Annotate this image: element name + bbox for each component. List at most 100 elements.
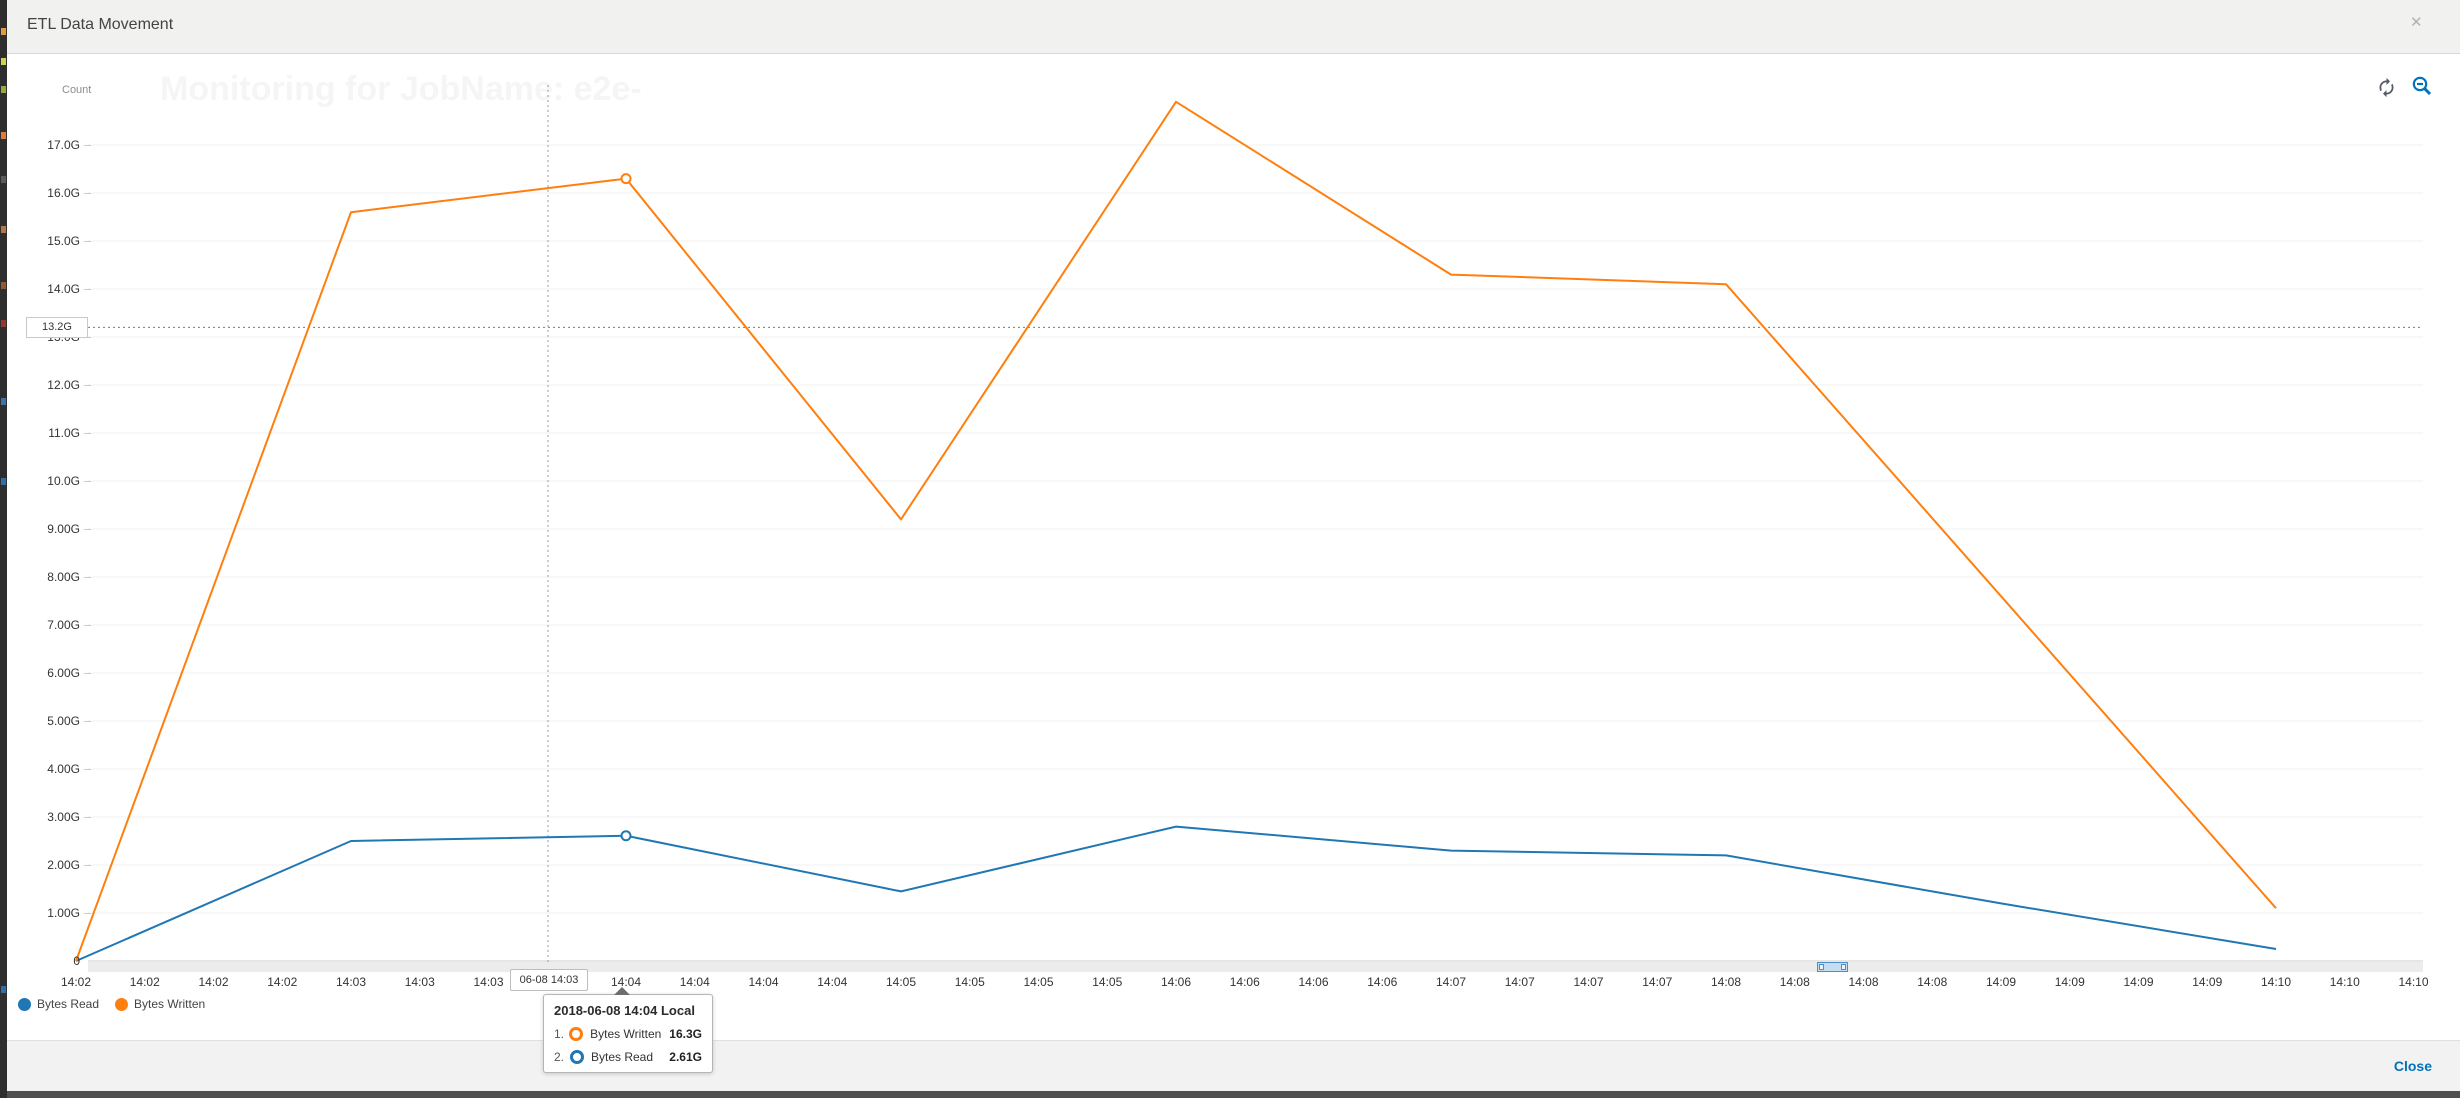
x-axis-label: 14:06	[1160, 975, 1192, 989]
y-axis-tickmark	[84, 145, 91, 146]
scrollbar-right-handle[interactable]	[1841, 964, 1846, 970]
x-axis-label: 14:08	[1779, 975, 1810, 989]
x-axis-scrollbar-track[interactable]	[88, 962, 2423, 972]
y-axis-tickmark	[84, 913, 91, 914]
modal-header: ETL Data Movement ✕	[0, 0, 2460, 54]
tooltip-row-bytes-read: 2. Bytes Read 2.61G	[554, 1050, 702, 1064]
zoom-out-button[interactable]	[2410, 74, 2434, 98]
highlight-marker-bytes-read	[620, 830, 632, 842]
x-axis-label: 14:03	[404, 975, 435, 989]
tooltip-series-ring-icon	[569, 1027, 584, 1041]
background-page-speck	[1, 28, 6, 35]
series-line-bytes-read	[75, 825, 2277, 962]
background-page-speck	[1, 226, 6, 233]
x-axis-label: 14:08	[1917, 975, 1948, 989]
refresh-icon	[2376, 77, 2397, 102]
y-axis-label: 15.0G	[47, 234, 80, 248]
y-axis-tickmark	[84, 193, 91, 194]
y-axis-tickmark	[84, 721, 91, 722]
x-axis-label: 14:06	[1229, 975, 1260, 989]
x-axis-label: 14:10	[2398, 975, 2429, 989]
x-axis-label: 14:05	[885, 975, 917, 989]
close-icon[interactable]: ✕	[2410, 14, 2423, 31]
legend-item-bytes-read[interactable]: Bytes Read	[18, 997, 99, 1011]
x-axis-label: 14:10	[2329, 975, 2360, 989]
chart-legend: Bytes Read Bytes Written	[18, 997, 205, 1011]
series-line-bytes-written	[75, 100, 2277, 962]
legend-label: Bytes Written	[134, 997, 206, 1011]
y-axis-label: 1.00G	[47, 906, 80, 920]
x-axis-label: 14:02	[198, 975, 229, 989]
y-axis-tickmark	[84, 289, 91, 290]
y-axis-label: 10.0G	[47, 474, 80, 488]
zoom-out-icon	[2410, 76, 2434, 102]
annotation-threshold-label: 13.2G	[26, 317, 88, 338]
y-axis-label: 14.0G	[47, 282, 80, 296]
x-axis-label: 14:09	[2123, 975, 2154, 989]
highlight-marker-bytes-written	[620, 173, 632, 185]
tooltip-title: 2018-06-08 14:04 Local	[554, 1003, 695, 1018]
y-axis-label: 17.0G	[47, 138, 80, 152]
background-page-speck	[1, 86, 6, 93]
background-page-speck	[1, 282, 6, 289]
y-axis-tickmark	[84, 385, 91, 386]
background-page-speck	[1, 132, 6, 139]
close-button[interactable]: Close	[2393, 1058, 2432, 1074]
scrollbar-left-handle[interactable]	[1819, 964, 1824, 970]
x-axis-label: 14:02	[129, 975, 160, 989]
y-axis-title: Count	[62, 84, 92, 96]
page-left-edge	[0, 0, 7, 1098]
x-axis-label: 14:09	[2192, 975, 2223, 989]
y-axis-tickmark	[84, 241, 91, 242]
y-axis-label: 0	[73, 954, 80, 968]
y-axis-label: 12.0G	[47, 378, 80, 392]
y-axis-tickmark	[84, 529, 91, 530]
x-axis-label: 14:03	[335, 975, 367, 989]
x-axis-scrollbar-thumb[interactable]	[1817, 962, 1848, 972]
page-bottom-edge	[0, 1091, 2460, 1098]
x-axis-label: 14:06	[1367, 975, 1398, 989]
x-axis-label: 14:08	[1848, 975, 1879, 989]
y-axis-tickmark	[84, 673, 91, 674]
modal-title: ETL Data Movement	[27, 16, 174, 33]
y-axis-label: 16.0G	[47, 186, 80, 200]
modal-footer: Close	[0, 1040, 2460, 1092]
background-watermark-text: Monitoring for JobName: e2e-	[160, 70, 642, 108]
y-axis-label: 8.00G	[47, 570, 80, 584]
y-axis-label: 5.00G	[47, 714, 80, 728]
cursor-time-label: 06-08 14:03	[510, 969, 588, 991]
background-page-speck	[1, 58, 6, 65]
x-axis-label: 14:04	[610, 975, 642, 989]
y-axis-label: 2.00G	[47, 858, 80, 872]
x-axis-label: 14:09	[1985, 975, 2017, 989]
x-axis-label: 14:05	[1023, 975, 1054, 989]
x-axis-label: 14:07	[1504, 975, 1535, 989]
y-axis-tickmark	[84, 769, 91, 770]
x-axis-label: 14:02	[267, 975, 298, 989]
legend-item-bytes-written[interactable]: Bytes Written	[115, 997, 205, 1011]
legend-color-dot	[115, 997, 129, 1011]
x-axis-label: 14:04	[748, 975, 779, 989]
x-axis-label: 14:09	[2054, 975, 2085, 989]
x-axis-label: 14:10	[2260, 975, 2292, 989]
x-axis-label: 14:05	[954, 975, 985, 989]
y-axis-label: 6.00G	[47, 666, 80, 680]
y-axis-tickmark	[84, 433, 91, 434]
legend-color-dot	[18, 997, 31, 1011]
y-axis-tickmark	[84, 577, 91, 578]
y-axis-label: 3.00G	[47, 810, 80, 824]
y-axis-label: 7.00G	[47, 618, 80, 632]
tooltip-series-name: Bytes Read	[591, 1050, 654, 1064]
tooltip-row-bytes-written: 1. Bytes Written 16.3G	[554, 1027, 702, 1041]
y-axis-label: 4.00G	[47, 762, 80, 776]
x-axis-label: 14:05	[1092, 975, 1123, 989]
refresh-button[interactable]	[2376, 77, 2397, 98]
y-axis-tickmark	[84, 865, 91, 866]
tooltip-series-ring-icon	[570, 1050, 584, 1064]
x-axis-label: 14:04	[817, 975, 848, 989]
tooltip-row-index: 1.	[554, 1027, 565, 1041]
tooltip-series-value: 16.3G	[669, 1027, 702, 1041]
